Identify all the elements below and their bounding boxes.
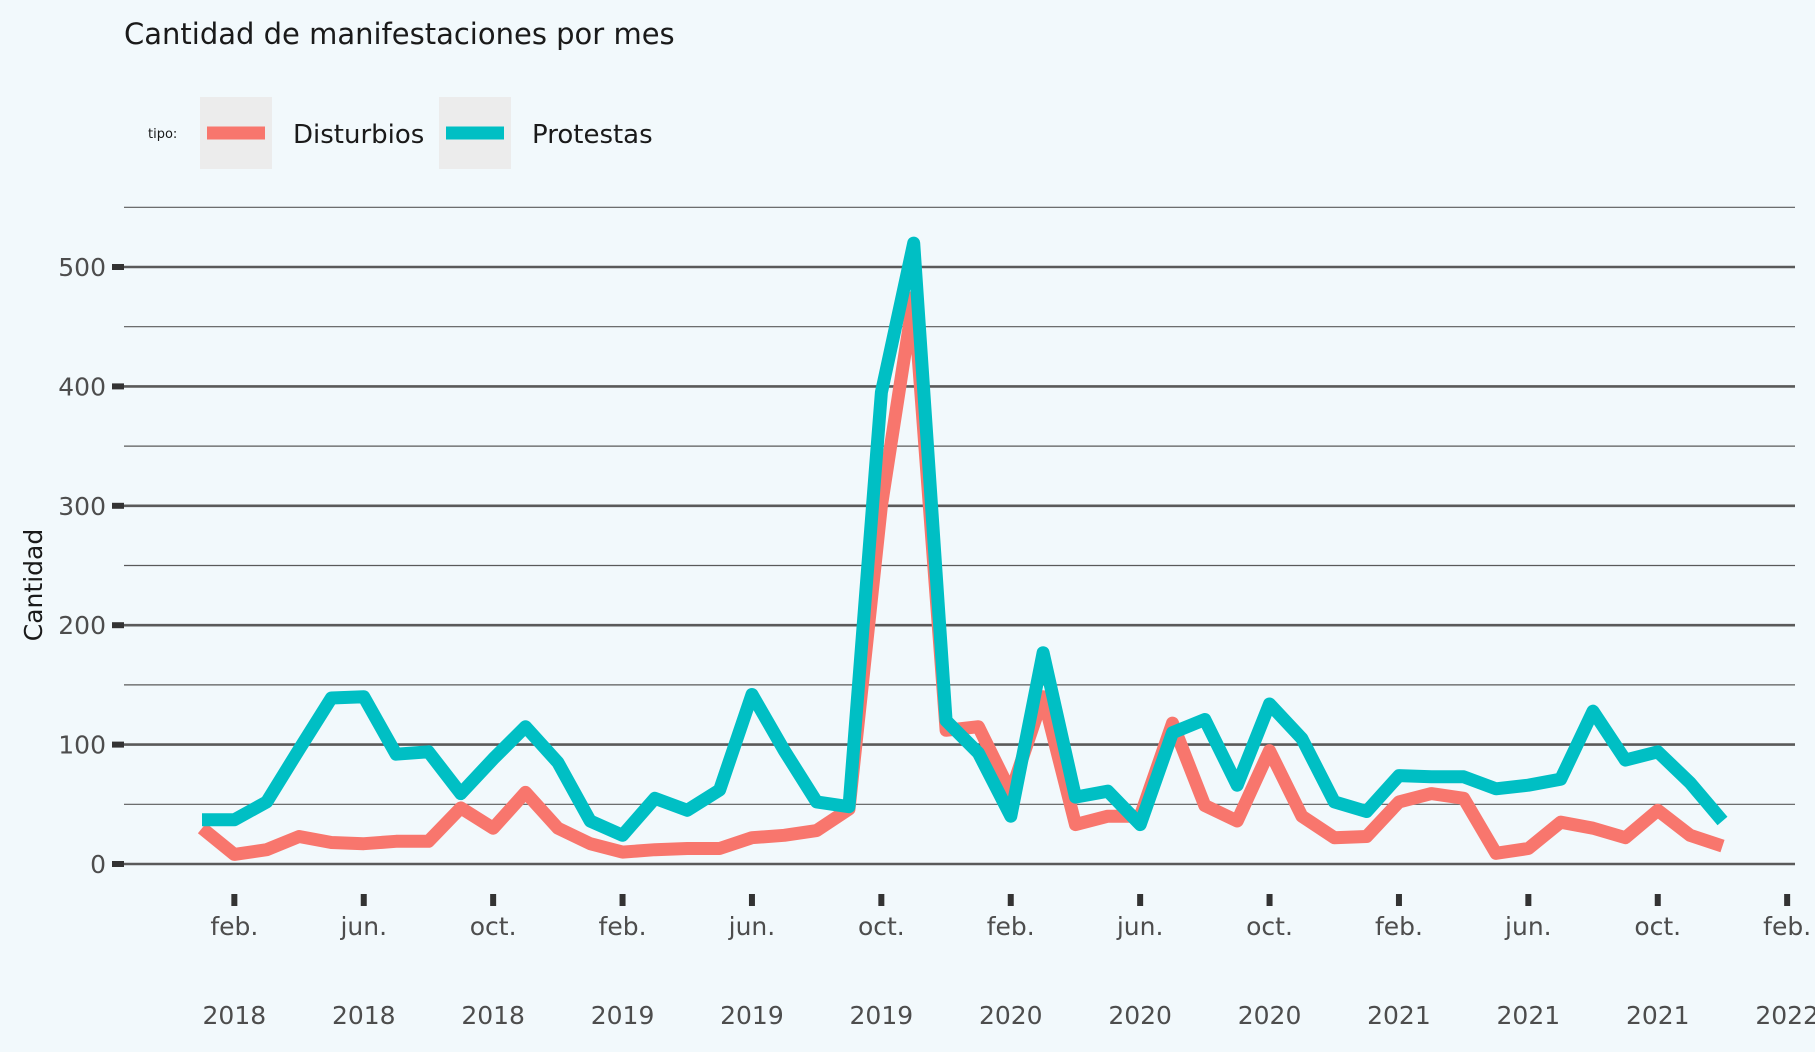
x-tick-label-year: 2021 [1497,1001,1561,1030]
y-tick-label: 0 [90,850,106,879]
y-tick-label: 500 [58,253,106,282]
gridlines [124,206,1795,866]
y-tick-label: 400 [58,372,106,401]
legend-item-disturbios: Disturbios [200,97,424,169]
legend-title: tipo: [148,127,177,142]
x-tick-label-year: 2020 [979,1001,1043,1030]
chart-title: Cantidad de manifestaciones por mes [124,17,675,51]
legend-label-protestas: Protestas [532,120,653,150]
x-tick-label-year: 2020 [1108,1001,1172,1030]
x-tick-label-year: 2019 [720,1001,784,1030]
x-tick-label-year: 2018 [332,1001,396,1030]
legend-item-protestas: Protestas [439,97,653,169]
series-line-protestas [202,236,1728,842]
x-tick-label-year: 2019 [591,1001,655,1030]
series-line-disturbios [197,290,1725,861]
legend-label-disturbios: Disturbios [293,120,424,150]
x-tick-label-month: feb. [1375,912,1423,941]
x-tick-label-year: 2019 [850,1001,914,1030]
x-tick-label-year: 2022 [1755,1001,1815,1030]
x-tick-label-month: oct. [858,912,905,941]
x-tick-label-year: 2018 [461,1001,525,1030]
x-tick-label-month: oct. [1634,912,1681,941]
x-axis: feb. 2018 jun. 2018 oct. 2018 feb. 2019 jun. 2019… [203,894,1815,1030]
x-tick-label-month: oct. [1246,912,1293,941]
y-tick-label: 100 [58,731,106,760]
y-tick-label: 300 [58,492,106,521]
legend: tipo: Disturbios Protestas [148,97,653,169]
x-tick-label-month: oct. [470,912,517,941]
x-tick-label-month: feb. [1763,912,1811,941]
x-tick-label-month: feb. [599,912,647,941]
series-lines [197,236,1728,861]
y-axis: 0 100 200 300 400 500 [58,253,124,879]
y-axis-label: Cantidad [19,529,48,641]
x-tick-label-month: jun. [339,912,387,941]
x-tick-label-month: jun. [728,912,776,941]
x-tick-label-year: 2021 [1626,1001,1690,1030]
x-tick-label-month: jun. [1504,912,1552,941]
x-tick-label-month: jun. [1116,912,1164,941]
y-tick-label: 200 [58,611,106,640]
x-tick-label-year: 2020 [1238,1001,1302,1030]
x-tick-label-year: 2018 [203,1001,267,1030]
x-tick-label-year: 2021 [1367,1001,1431,1030]
x-tick-label-month: feb. [210,912,258,941]
x-tick-label-month: feb. [987,912,1035,941]
